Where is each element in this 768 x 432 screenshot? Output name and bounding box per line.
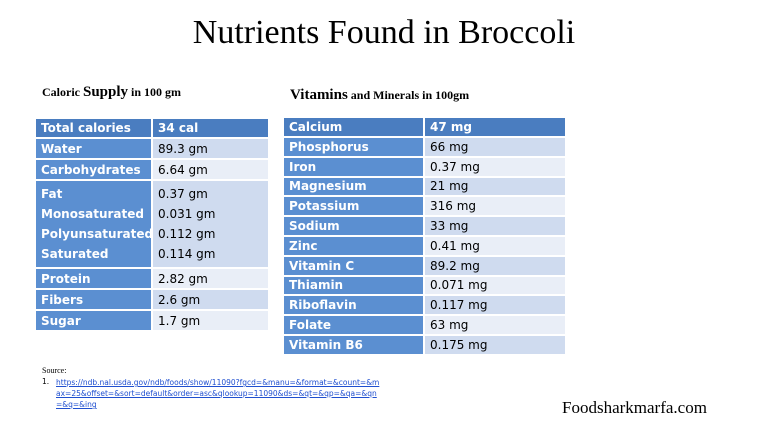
label-text: Calcium — [289, 120, 343, 134]
value-cell: 66 mg — [424, 137, 566, 157]
value-cell: 34 cal — [152, 118, 269, 138]
label-cell: Calcium — [283, 117, 424, 137]
value-text: 0.031 gm — [158, 207, 216, 221]
heading-part: Vitamins — [290, 87, 348, 103]
value-text: 0.37 gm — [158, 187, 208, 201]
label-cell: Magnesium — [283, 176, 424, 197]
label-text: Sodium — [289, 219, 340, 234]
vitamins-heading: Vitamins and Minerals in 100gm — [290, 87, 469, 104]
heading-part: Supply — [83, 84, 129, 100]
label-text: Water — [41, 141, 82, 156]
value-cell: 89.3 gm — [152, 138, 269, 159]
caloric-heading: Caloric Supply in 100 gm — [42, 84, 181, 101]
label-text: Vitamin B6 — [289, 337, 363, 352]
label-cell: Fat Monosaturated Polyunsaturated Saturated — [35, 180, 154, 268]
value-text: 0.41 mg — [430, 238, 480, 253]
label-cell: Folate — [283, 315, 424, 335]
label-cell: Zinc — [283, 236, 424, 256]
source-number: 1. — [42, 377, 50, 386]
heading-part: in 100 gm — [128, 85, 182, 99]
label-text: Polyunsaturated — [41, 227, 154, 241]
value-cell: 0.071 mg — [424, 275, 566, 296]
value-cell: 21 mg — [424, 176, 566, 197]
value-text: 0.37 mg — [430, 159, 480, 174]
label-text: Total calories — [41, 121, 131, 135]
label-text: Monosaturated — [41, 207, 144, 221]
label-text: Protein — [41, 271, 91, 286]
label-cell: Potassium — [283, 196, 424, 217]
value-cell: 1.7 gm — [152, 310, 269, 331]
label-cell: Fibers — [35, 289, 152, 310]
value-text: 2.6 gm — [158, 292, 201, 307]
value-text: 21 mg — [430, 179, 469, 194]
value-text: 63 mg — [430, 318, 469, 333]
label-text: Iron — [289, 159, 317, 174]
value-cell: 0.37 mg — [424, 156, 566, 177]
value-cell: 6.64 gm — [152, 159, 269, 180]
value-cell: 0.117 mg — [424, 295, 566, 316]
value-cell: 316 mg — [424, 196, 566, 217]
value-text: 316 mg — [430, 199, 477, 214]
label-text: Potassium — [289, 199, 360, 214]
value-cell: 47 mg — [424, 117, 566, 137]
label-cell: Carbohydrates — [35, 159, 152, 180]
value-cell: 2.82 gm — [152, 268, 269, 289]
heading-part: and Minerals in 100gm — [347, 88, 470, 102]
value-text: 0.071 mg — [430, 278, 488, 293]
value-text: 0.114 gm — [158, 247, 216, 261]
label-text: Magnesium — [289, 179, 367, 194]
heading-part: Caloric — [42, 85, 83, 99]
label-cell: Water — [35, 138, 152, 159]
value-text: 66 mg — [430, 139, 469, 154]
value-cell: 2.6 gm — [152, 289, 269, 310]
label-text: Fibers — [41, 292, 84, 307]
value-text: 0.112 gm — [158, 227, 216, 241]
value-text: 1.7 gm — [158, 313, 201, 328]
label-text: Sugar — [41, 313, 81, 328]
value-text: 34 cal — [158, 121, 199, 135]
label-cell: Vitamin C — [283, 255, 424, 276]
label-text: Saturated — [41, 247, 109, 261]
label-cell: Thiamin — [283, 275, 424, 296]
source-label: Source: — [42, 366, 67, 375]
footer: Foodsharkmarfa.com — [562, 398, 707, 417]
label-cell: Iron — [283, 156, 424, 177]
label-cell: Total calories — [35, 118, 152, 138]
value-cell: 33 mg — [424, 216, 566, 236]
label-text: Vitamin C — [289, 258, 355, 273]
value-cell: 89.2 mg — [424, 255, 566, 276]
source-link[interactable]: https://ndb.nal.usda.gov/ndb/foods/show/… — [56, 378, 380, 409]
label-cell: Vitamin B6 — [283, 335, 424, 355]
label-cell: Riboflavin — [283, 295, 424, 316]
value-text: 0.175 mg — [430, 337, 488, 352]
label-text: Carbohydrates — [41, 162, 141, 177]
label-text: Folate — [289, 318, 332, 333]
label-cell: Phosphorus — [283, 137, 424, 157]
value-text: 47 mg — [430, 120, 472, 134]
value-text: 33 mg — [430, 219, 469, 234]
value-text: 2.82 gm — [158, 271, 208, 286]
title: Nutrients Found in Broccoli — [192, 14, 576, 51]
value-text: 0.117 mg — [430, 298, 488, 313]
value-cell: 0.37 gm 0.031 gm 0.112 gm 0.114 gm — [152, 180, 269, 268]
value-text: 6.64 gm — [158, 162, 208, 177]
label-cell: Sodium — [283, 216, 424, 236]
label-cell: Sugar — [35, 310, 152, 331]
value-cell: 0.175 mg — [424, 335, 566, 355]
label-text: Phosphorus — [289, 139, 369, 154]
label-cell: Protein — [35, 268, 152, 289]
value-cell: 0.41 mg — [424, 236, 566, 256]
value-text: 89.3 gm — [158, 141, 208, 156]
label-text: Fat — [41, 187, 63, 201]
value-text: 89.2 mg — [430, 258, 480, 273]
label-text: Riboflavin — [289, 298, 357, 313]
label-text: Zinc — [289, 238, 318, 253]
value-cell: 63 mg — [424, 315, 566, 335]
label-text: Thiamin — [289, 278, 344, 293]
